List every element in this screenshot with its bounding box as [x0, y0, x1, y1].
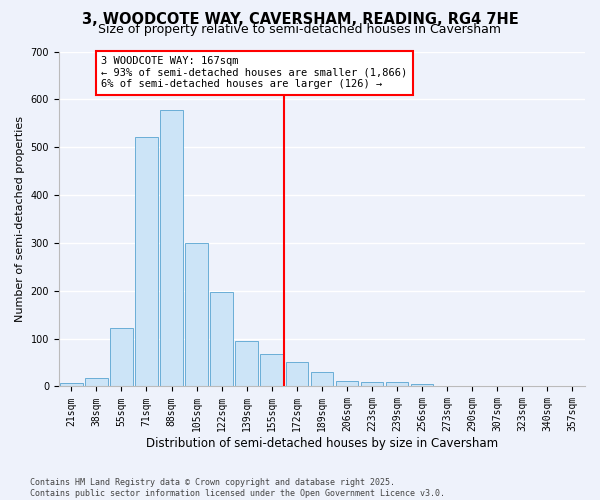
Bar — [135, 136, 158, 386]
Bar — [411, 384, 433, 386]
Bar — [235, 340, 258, 386]
Bar — [286, 362, 308, 386]
Bar — [85, 378, 107, 386]
Bar — [110, 328, 133, 386]
Bar — [160, 110, 183, 386]
Bar — [386, 382, 409, 386]
Y-axis label: Number of semi-detached properties: Number of semi-detached properties — [15, 116, 25, 322]
Text: Size of property relative to semi-detached houses in Caversham: Size of property relative to semi-detach… — [98, 22, 502, 36]
Bar — [260, 354, 283, 386]
Bar — [311, 372, 333, 386]
Bar — [361, 382, 383, 386]
Text: Contains HM Land Registry data © Crown copyright and database right 2025.
Contai: Contains HM Land Registry data © Crown c… — [30, 478, 445, 498]
Bar — [60, 382, 83, 386]
Bar — [185, 243, 208, 386]
Text: 3, WOODCOTE WAY, CAVERSHAM, READING, RG4 7HE: 3, WOODCOTE WAY, CAVERSHAM, READING, RG4… — [82, 12, 518, 28]
Bar — [335, 380, 358, 386]
X-axis label: Distribution of semi-detached houses by size in Caversham: Distribution of semi-detached houses by … — [146, 437, 498, 450]
Bar — [211, 292, 233, 386]
Text: 3 WOODCOTE WAY: 167sqm
← 93% of semi-detached houses are smaller (1,866)
6% of s: 3 WOODCOTE WAY: 167sqm ← 93% of semi-det… — [101, 56, 407, 90]
